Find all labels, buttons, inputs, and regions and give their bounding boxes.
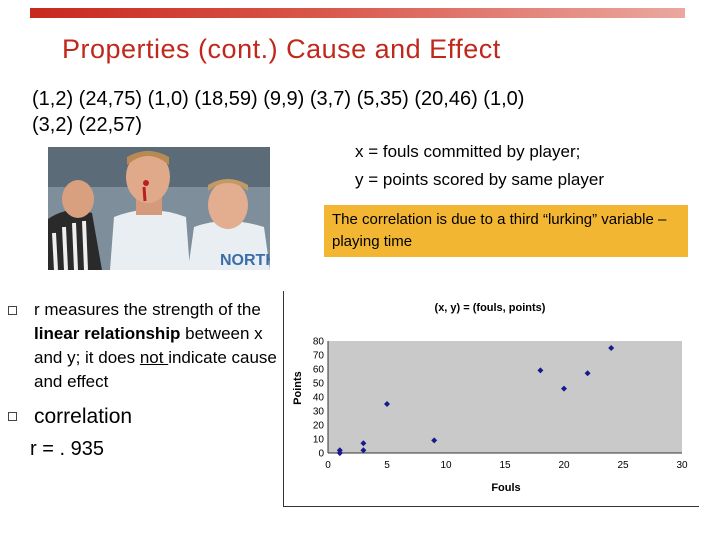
square-bullet-icon bbox=[8, 306, 17, 315]
basketball-photo: NORTH bbox=[48, 147, 270, 270]
bullet2-text: correlation bbox=[34, 405, 133, 428]
top-accent-bar bbox=[30, 8, 685, 18]
y-axis-label: Points bbox=[292, 371, 304, 405]
y-tick-label: 50 bbox=[313, 379, 325, 390]
definition-x: x = fouls committed by player; bbox=[355, 142, 581, 161]
x-tick-label: 10 bbox=[440, 460, 452, 471]
x-tick-label: 5 bbox=[384, 460, 390, 471]
definition-y: y = points scored by same player bbox=[355, 170, 604, 189]
y-tick-label: 70 bbox=[313, 351, 325, 362]
y-tick-label: 30 bbox=[313, 407, 325, 418]
square-bullet-icon bbox=[8, 412, 17, 421]
bullet1-text-c: indicate cause and effect bbox=[34, 348, 277, 391]
photo-illustration: NORTH bbox=[48, 147, 270, 270]
pairs-line-1: (1,2) (24,75) (1,0) (18,59) (9,9) (3,7) … bbox=[32, 88, 525, 110]
x-tick-label: 15 bbox=[499, 460, 511, 471]
bullet1-underlined: not bbox=[139, 348, 169, 367]
y-tick-label: 80 bbox=[313, 337, 325, 348]
data-point bbox=[561, 385, 567, 392]
data-point bbox=[384, 401, 390, 407]
chart-svg: 0 10 20 30 40 50 60 70 80 0 5 10 15 20 25 30 (x, y) = (f… bbox=[292, 302, 688, 494]
y-tick-label: 40 bbox=[313, 393, 325, 404]
x-tick-label: 25 bbox=[617, 460, 629, 471]
x-tick-label: 30 bbox=[676, 460, 688, 471]
lurking-variable-note: The correlation is due to a third “lurki… bbox=[324, 205, 688, 257]
pairs-line-2: (3,2) (22,57) bbox=[32, 114, 143, 136]
y-tick-label: 60 bbox=[313, 365, 325, 376]
chart-title: (x, y) = (fouls, points) bbox=[435, 302, 546, 314]
data-point bbox=[336, 450, 343, 456]
plot-area bbox=[328, 341, 682, 453]
bullet-item-relationship: r measures the strength of the linear re… bbox=[8, 298, 278, 394]
scatter-chart: 0 10 20 30 40 50 60 70 80 0 5 10 15 20 25 30 (x, y) = (f… bbox=[283, 291, 699, 507]
data-point bbox=[608, 345, 615, 351]
bullet1-bold: linear relationship bbox=[34, 324, 181, 343]
data-point bbox=[360, 447, 367, 454]
photo-jersey-text: NORTH bbox=[220, 252, 270, 269]
data-point bbox=[360, 440, 367, 447]
data-point bbox=[537, 367, 544, 374]
bullet-list: r measures the strength of the linear re… bbox=[8, 298, 278, 461]
data-point bbox=[431, 437, 438, 444]
x-tick-label: 0 bbox=[325, 460, 331, 471]
variable-definitions: x = fouls committed by player; y = point… bbox=[355, 138, 604, 194]
bullet1-text-a: r measures the strength of the bbox=[34, 300, 261, 319]
data-pairs: (1,2) (24,75) (1,0) (18,59) (9,9) (3,7) … bbox=[32, 86, 692, 138]
x-axis-label: Fouls bbox=[491, 482, 520, 494]
slide-title: Properties (cont.) Cause and Effect bbox=[62, 34, 501, 64]
y-tick-label: 20 bbox=[313, 421, 325, 432]
y-tick-label: 10 bbox=[313, 435, 325, 446]
y-tick-label: 0 bbox=[318, 449, 324, 460]
bullet-item-correlation: correlation bbox=[8, 402, 278, 432]
data-point bbox=[584, 370, 591, 377]
bullet1-text-b: between x and y; it does bbox=[34, 324, 263, 367]
r-value: r = . 935 bbox=[30, 438, 104, 460]
x-tick-label: 20 bbox=[558, 460, 570, 471]
